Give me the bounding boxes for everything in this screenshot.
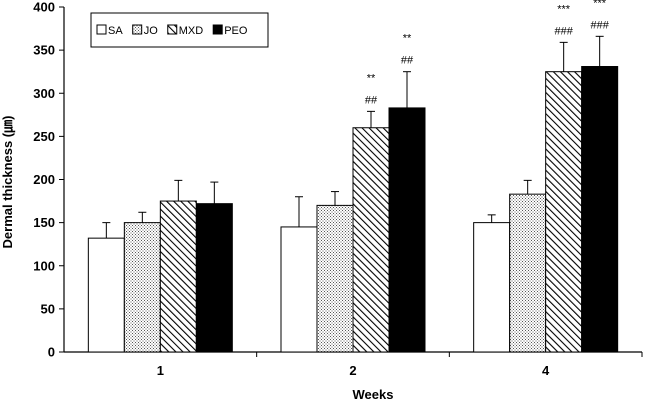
legend-label-mxd: MXD <box>179 25 204 37</box>
legend-swatch-sa <box>96 24 107 35</box>
significance-label: *** <box>593 0 607 9</box>
significance-label: *** <box>557 3 571 15</box>
y-tick-label: 0 <box>48 345 55 360</box>
y-tick-label: 400 <box>33 0 55 15</box>
bar-jo <box>509 193 547 353</box>
legend-swatch-peo <box>212 24 223 35</box>
bar-peo <box>388 107 426 353</box>
legend-label-jo: JO <box>144 25 159 37</box>
legend: SA JO MXD PEO <box>90 12 269 48</box>
y-tick-label: 350 <box>33 43 55 58</box>
x-tick-label: 2 <box>349 363 356 378</box>
bar-peo <box>195 203 233 353</box>
bar-sa <box>473 222 511 353</box>
bar-peo <box>581 66 619 353</box>
plot-area: 0 50 100 150 200 250 300 350 400 1 2 ** ## ** ## 4 *** ##… <box>33 0 643 378</box>
y-tick-label: 300 <box>33 86 55 101</box>
y-tick-label: 50 <box>41 301 55 316</box>
y-tick-label: 150 <box>33 215 55 230</box>
y-tick-label: 250 <box>33 129 55 144</box>
bar-sa <box>280 226 318 353</box>
significance-label: ### <box>554 25 573 37</box>
significance-label: ## <box>365 94 378 106</box>
legend-label-peo: PEO <box>224 25 248 37</box>
bar-sa <box>87 237 125 353</box>
legend-swatch-jo <box>132 24 143 35</box>
x-tick-label: 1 <box>157 363 164 378</box>
bar-jo <box>123 222 161 353</box>
bar-jo <box>316 204 354 353</box>
significance-label: ### <box>590 19 609 31</box>
significance-label: ## <box>401 55 414 67</box>
x-tick-label: 4 <box>542 363 550 378</box>
significance-label: ** <box>367 72 376 84</box>
y-tick-label: 100 <box>33 258 55 273</box>
legend-box <box>90 12 269 48</box>
legend-swatch-mxd <box>167 24 178 35</box>
y-axis-title: Dermal thickness (㎛) <box>0 116 16 249</box>
significance-label: ** <box>403 33 412 45</box>
x-axis-title: Weeks <box>353 387 394 401</box>
y-tick-label: 200 <box>33 172 55 187</box>
bar-mxd <box>352 127 390 353</box>
bar-mxd <box>545 71 583 353</box>
legend-label-sa: SA <box>108 25 123 37</box>
bar-mxd <box>159 200 197 353</box>
